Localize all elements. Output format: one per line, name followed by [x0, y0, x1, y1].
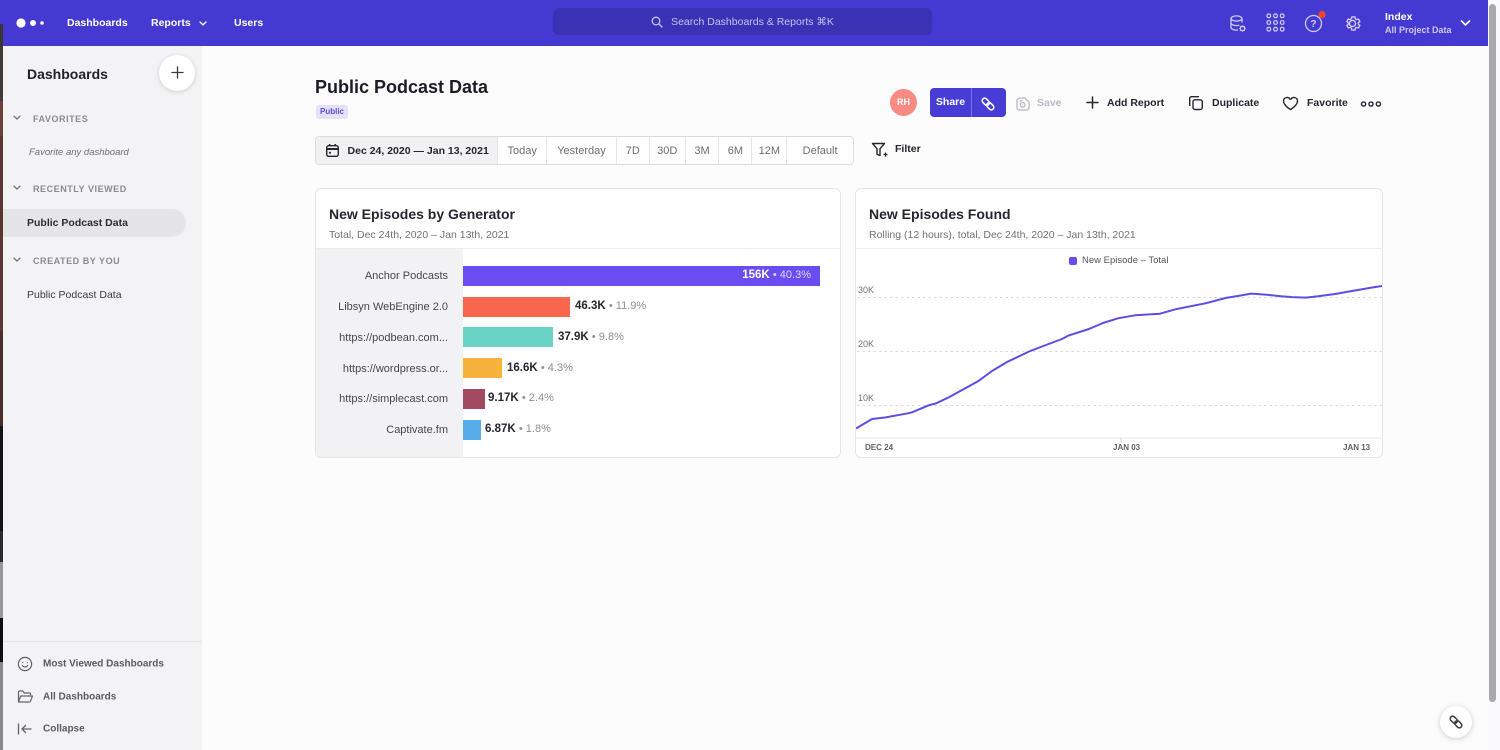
svg-text:?: ? — [1310, 18, 1316, 30]
